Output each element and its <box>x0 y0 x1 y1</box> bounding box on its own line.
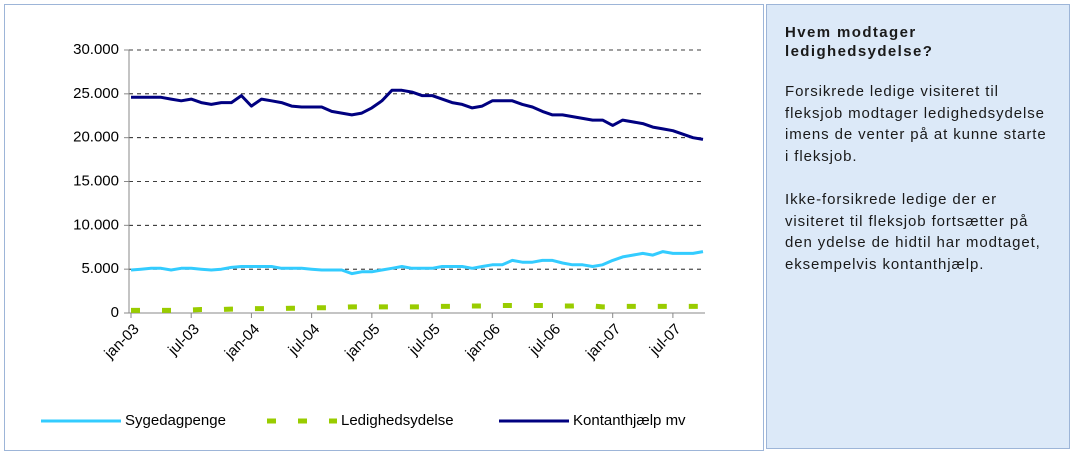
info-panel: Hvem modtager ledighedsydelse? Forsikred… <box>766 4 1070 449</box>
x-tick-label: jul-03 <box>164 321 203 360</box>
x-tick-label: jul-04 <box>285 321 324 360</box>
y-tick-label: 25.000 <box>73 85 119 102</box>
x-tick-label: jul-07 <box>646 321 685 360</box>
panel-title: Hvem modtager ledighedsydelse? <box>785 24 934 60</box>
x-tick-label: jan-04 <box>221 321 263 363</box>
legend-label: Ledighedsydelse <box>341 412 454 429</box>
x-tick-label: jan-07 <box>582 321 624 363</box>
data-line <box>131 303 703 313</box>
y-tick-label: 30.000 <box>73 41 119 58</box>
x-tick-label: jan-05 <box>341 321 383 363</box>
y-tick-label: 20.000 <box>73 129 119 146</box>
x-tick-label: jul-05 <box>405 321 444 360</box>
y-tick-label: 15.000 <box>73 172 119 189</box>
chart-container: 0 5.000 10.000 15.000 20.000 25.000 30.000 jan-… <box>4 4 764 451</box>
x-tick-label: jan-06 <box>462 321 504 363</box>
chart: 0 5.000 10.000 15.000 20.000 25.000 30.000 jan-… <box>41 41 705 429</box>
y-tick-label: 10.000 <box>73 216 119 233</box>
legend-label: Sygedagpenge <box>125 412 226 429</box>
x-tick-label: jul-06 <box>525 321 564 360</box>
panel-paragraph: Ikke-forsikrede ledige der er visiteret … <box>785 191 1041 273</box>
data-line <box>131 88 704 141</box>
y-tick-label: 0 <box>111 304 119 321</box>
x-tick-label: jan-03 <box>100 321 142 363</box>
panel-paragraph: Forsikrede ledige visiteret til fleksjob… <box>785 83 1047 165</box>
data-line <box>130 250 704 276</box>
y-tick-label: 5.000 <box>81 260 119 277</box>
legend-label: Kontanthjælp mv <box>573 412 686 429</box>
